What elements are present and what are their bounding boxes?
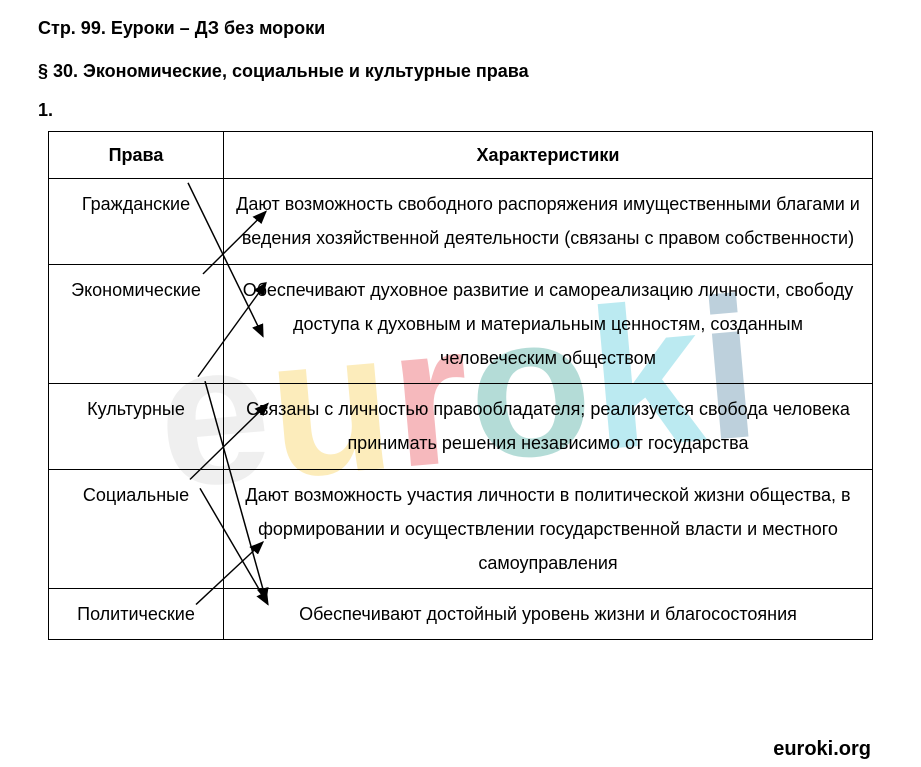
table-row: Культурные Связаны с личностью правообла…	[49, 384, 873, 469]
right-desc: Обеспечивают достойный уровень жизни и б…	[224, 589, 873, 640]
table-row: Политические Обеспечивают достойный уров…	[49, 589, 873, 640]
right-desc: Дают возможность участия личности в поли…	[224, 469, 873, 589]
table-row: Экономические Обеспечивают духовное разв…	[49, 264, 873, 384]
section-title: § 30. Экономические, социальные и культу…	[38, 61, 883, 82]
right-desc: Дают возможность свободного распоряжения…	[224, 179, 873, 264]
header-rights: Права	[49, 132, 224, 179]
table-header-row: Права Характеристики	[49, 132, 873, 179]
right-name: Политические	[49, 589, 224, 640]
right-name: Экономические	[49, 264, 224, 384]
rights-table: Права Характеристики Гражданские Дают во…	[48, 131, 873, 640]
right-name: Социальные	[49, 469, 224, 589]
footer-link: euroki.org	[773, 738, 871, 761]
right-name: Культурные	[49, 384, 224, 469]
page-line: Стр. 99. Еуроки – ДЗ без мороки	[38, 18, 883, 39]
table-row: Социальные Дают возможность участия личн…	[49, 469, 873, 589]
rights-table-wrapper: Права Характеристики Гражданские Дают во…	[48, 131, 873, 640]
right-desc: Связаны с личностью правообладателя; реа…	[224, 384, 873, 469]
right-desc: Обеспечивают духовное развитие и самореа…	[224, 264, 873, 384]
right-name: Гражданские	[49, 179, 224, 264]
header-characteristics: Характеристики	[224, 132, 873, 179]
table-row: Гражданские Дают возможность свободного …	[49, 179, 873, 264]
task-number: 1.	[38, 100, 883, 121]
